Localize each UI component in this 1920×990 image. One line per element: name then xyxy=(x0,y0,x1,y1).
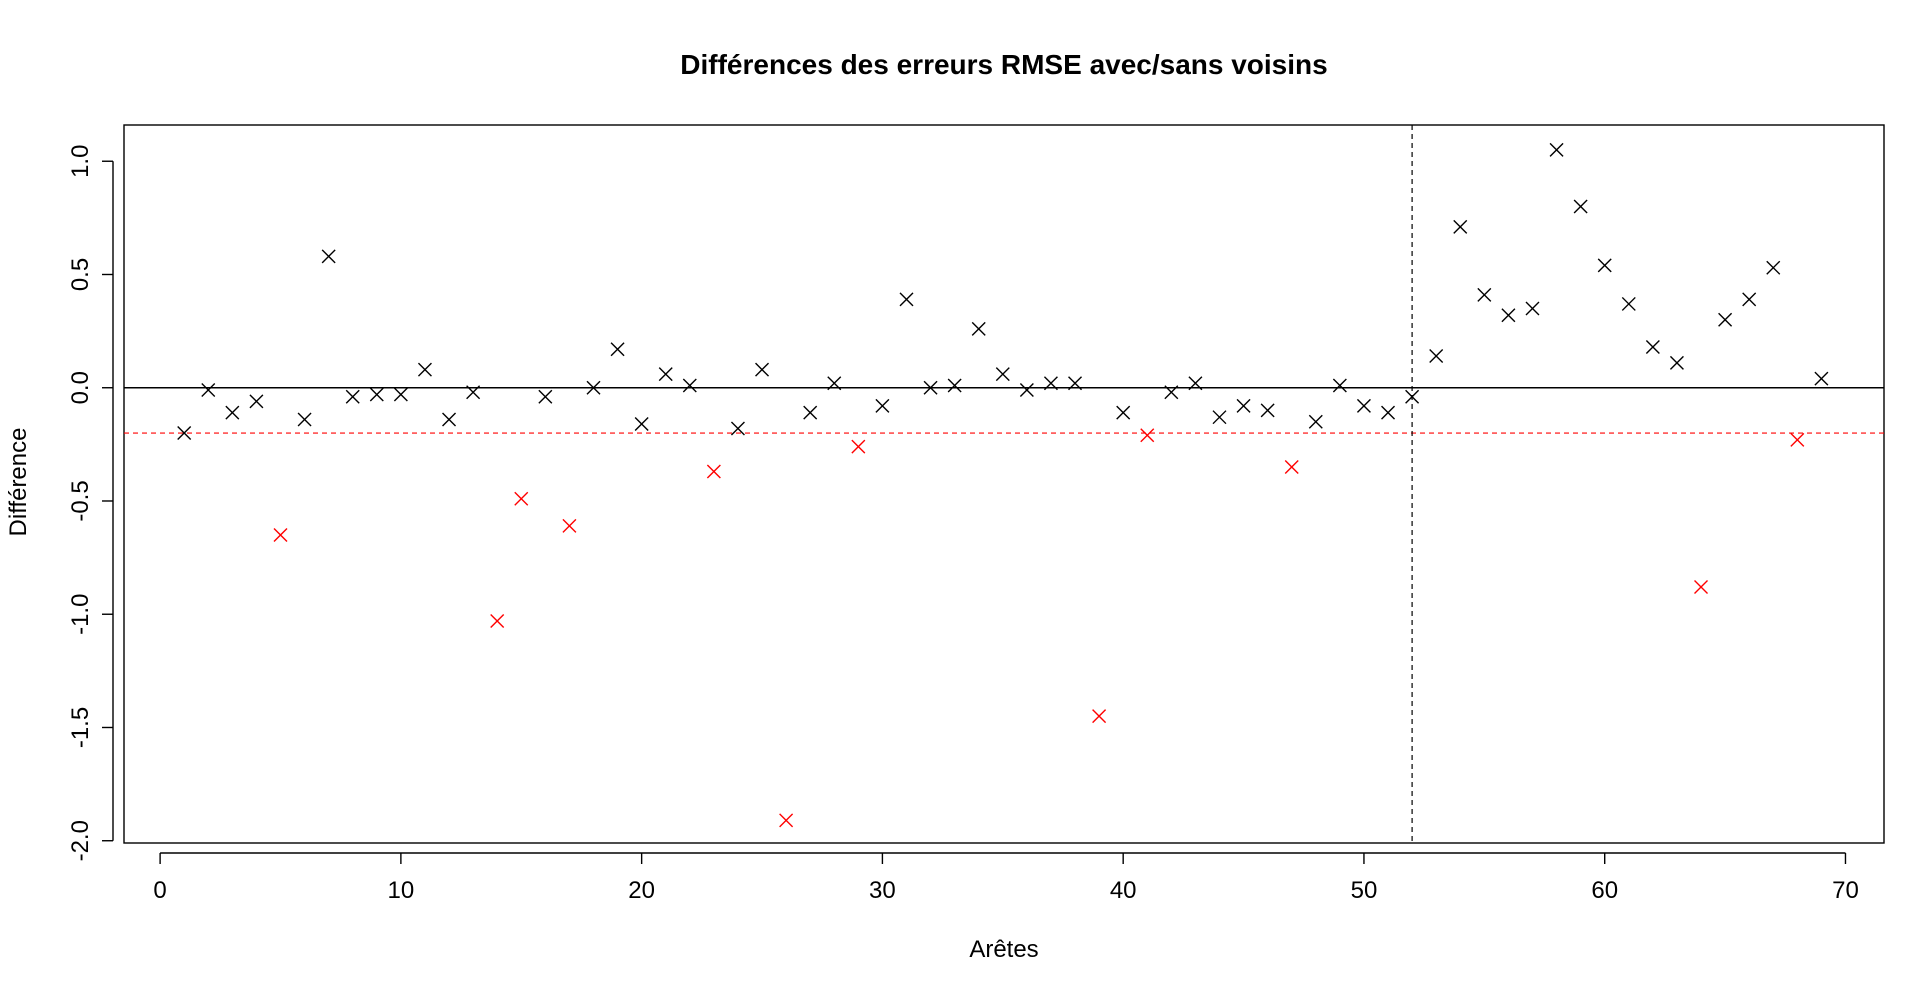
data-point xyxy=(658,367,673,382)
x-axis-label: Arêtes xyxy=(969,936,1038,963)
data-point xyxy=(1043,376,1058,391)
data-point xyxy=(393,387,408,402)
x-tick-label: 0 xyxy=(153,877,166,904)
data-point xyxy=(1501,308,1516,323)
data-point xyxy=(923,380,938,395)
data-point xyxy=(1405,389,1420,404)
data-point xyxy=(1669,355,1684,370)
data-point xyxy=(1645,339,1660,354)
data-point xyxy=(417,362,432,377)
reference-lines xyxy=(124,125,1884,843)
data-point xyxy=(586,380,601,395)
x-tick-label: 60 xyxy=(1591,877,1618,904)
data-point xyxy=(1381,405,1396,420)
data-point xyxy=(1284,460,1299,475)
data-point xyxy=(1308,414,1323,429)
data-point xyxy=(297,412,312,427)
data-point xyxy=(345,389,360,404)
data-point xyxy=(851,439,866,454)
y-tick-label: -1.5 xyxy=(67,707,94,748)
data-point xyxy=(1092,709,1107,724)
data-point xyxy=(466,385,481,400)
data-point xyxy=(610,342,625,357)
data-point xyxy=(1766,260,1781,275)
data-point xyxy=(1260,403,1275,418)
y-tick-label: -2.0 xyxy=(67,820,94,861)
data-point xyxy=(538,389,553,404)
data-point xyxy=(225,405,240,420)
data-point xyxy=(1212,410,1227,425)
data-point xyxy=(1356,398,1371,413)
chart-title: Différences des erreurs RMSE avec/sans v… xyxy=(680,49,1327,80)
y-axis: -2.0 -1.5 -1.0 -0.5 0.0 0.5 1.0 xyxy=(67,145,114,861)
data-point xyxy=(1068,376,1083,391)
x-tick-label: 10 xyxy=(388,877,415,904)
x-tick-label: 30 xyxy=(869,877,896,904)
data-point xyxy=(514,491,529,506)
x-tick-label: 50 xyxy=(1351,877,1378,904)
data-point xyxy=(995,367,1010,382)
data-point xyxy=(1164,385,1179,400)
data-point xyxy=(321,249,336,264)
data-point xyxy=(1525,301,1540,316)
data-point xyxy=(779,813,794,828)
data-point xyxy=(1019,383,1034,397)
data-point xyxy=(490,614,505,629)
x-tick-label: 70 xyxy=(1832,877,1859,904)
data-point xyxy=(273,527,288,542)
data-point xyxy=(730,421,745,436)
data-point xyxy=(1718,312,1733,327)
data-point xyxy=(1621,296,1636,311)
data-point xyxy=(369,387,384,402)
y-tick-label: 0.0 xyxy=(67,371,94,404)
y-axis-label: Différence xyxy=(5,428,32,537)
data-point xyxy=(875,398,890,413)
plot-frame xyxy=(123,124,1885,844)
data-point xyxy=(634,416,649,431)
data-point xyxy=(1694,580,1709,595)
y-tick-label: -0.5 xyxy=(67,480,94,521)
data-point xyxy=(442,412,457,427)
y-tick-label: 0.5 xyxy=(67,258,94,291)
x-axis: 0 10 20 30 40 50 60 70 xyxy=(153,852,1859,904)
data-point xyxy=(1790,432,1805,447)
data-point xyxy=(899,292,914,307)
data-point xyxy=(1116,405,1131,420)
data-point xyxy=(1236,398,1251,413)
data-point xyxy=(1742,292,1757,307)
data-point xyxy=(803,405,818,420)
data-points xyxy=(177,142,1829,828)
data-point xyxy=(1597,258,1612,273)
data-point xyxy=(177,426,192,441)
x-tick-label: 20 xyxy=(628,877,655,904)
data-point xyxy=(1814,371,1829,386)
data-point xyxy=(1332,378,1347,393)
data-point xyxy=(682,378,697,393)
data-point xyxy=(947,378,962,393)
data-point xyxy=(1549,142,1564,157)
data-point xyxy=(1477,287,1492,302)
data-point xyxy=(1453,219,1468,234)
data-point xyxy=(1429,349,1444,364)
x-tick-label: 40 xyxy=(1110,877,1137,904)
data-point xyxy=(755,362,770,377)
data-point xyxy=(1188,376,1203,391)
data-point xyxy=(201,383,216,397)
y-tick-label: 1.0 xyxy=(67,145,94,178)
data-point xyxy=(249,394,264,409)
data-point xyxy=(971,321,986,336)
data-point xyxy=(1140,428,1155,443)
data-point xyxy=(706,464,721,479)
data-point xyxy=(1573,199,1588,214)
y-tick-label: -1.0 xyxy=(67,594,94,635)
data-point xyxy=(562,518,577,533)
data-point xyxy=(827,376,842,391)
